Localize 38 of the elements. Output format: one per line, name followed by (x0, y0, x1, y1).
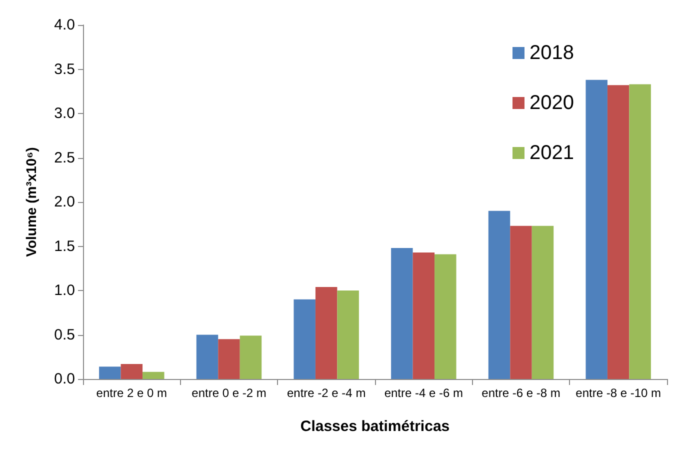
bar (240, 336, 262, 379)
bar (488, 210, 510, 379)
bar (510, 226, 532, 379)
legend-label: 2018 (530, 42, 574, 64)
bar (412, 252, 435, 379)
bar (196, 334, 218, 379)
bar (434, 254, 456, 379)
y-tick-label: 3.5 (54, 60, 75, 78)
x-tick-label: entre -2 e -4 m (286, 386, 366, 400)
x-tick-label: entre 0 e -2 m (192, 386, 266, 400)
y-axis-title: Volume (m³x10⁶) (23, 147, 39, 257)
legend-label: 2020 (530, 92, 574, 114)
bar (315, 286, 338, 379)
x-tick-label: entre -6 e -8 m (482, 386, 560, 400)
y-tick-label: 0.0 (54, 370, 75, 388)
bar (120, 364, 143, 379)
x-tick-label: entre 2 e 0 m (96, 386, 168, 400)
y-tick-label: 2.5 (54, 149, 75, 166)
x-tick-label: entre -8 e -10 m (576, 386, 662, 400)
bar (337, 290, 359, 379)
y-tick-label: 2.0 (54, 194, 75, 210)
bar (218, 339, 240, 379)
y-tick-label: 3.0 (54, 105, 75, 122)
y-tick-label: 4.0 (54, 16, 75, 34)
bar (142, 372, 164, 379)
y-tick-label: 1.5 (54, 238, 75, 255)
bar (629, 84, 651, 379)
bar (586, 80, 608, 379)
bar (294, 299, 316, 379)
x-axis-title: Classes batimétricas (300, 418, 450, 435)
y-tick-label: 1.0 (54, 282, 75, 299)
x-tick-label: entre -4 e -6 m (384, 386, 464, 400)
bar (391, 248, 413, 379)
bar (607, 85, 630, 379)
bar (99, 366, 121, 379)
legend-label: 2021 (530, 142, 574, 164)
y-tick-label: 0.5 (54, 326, 75, 344)
bar (532, 226, 554, 379)
